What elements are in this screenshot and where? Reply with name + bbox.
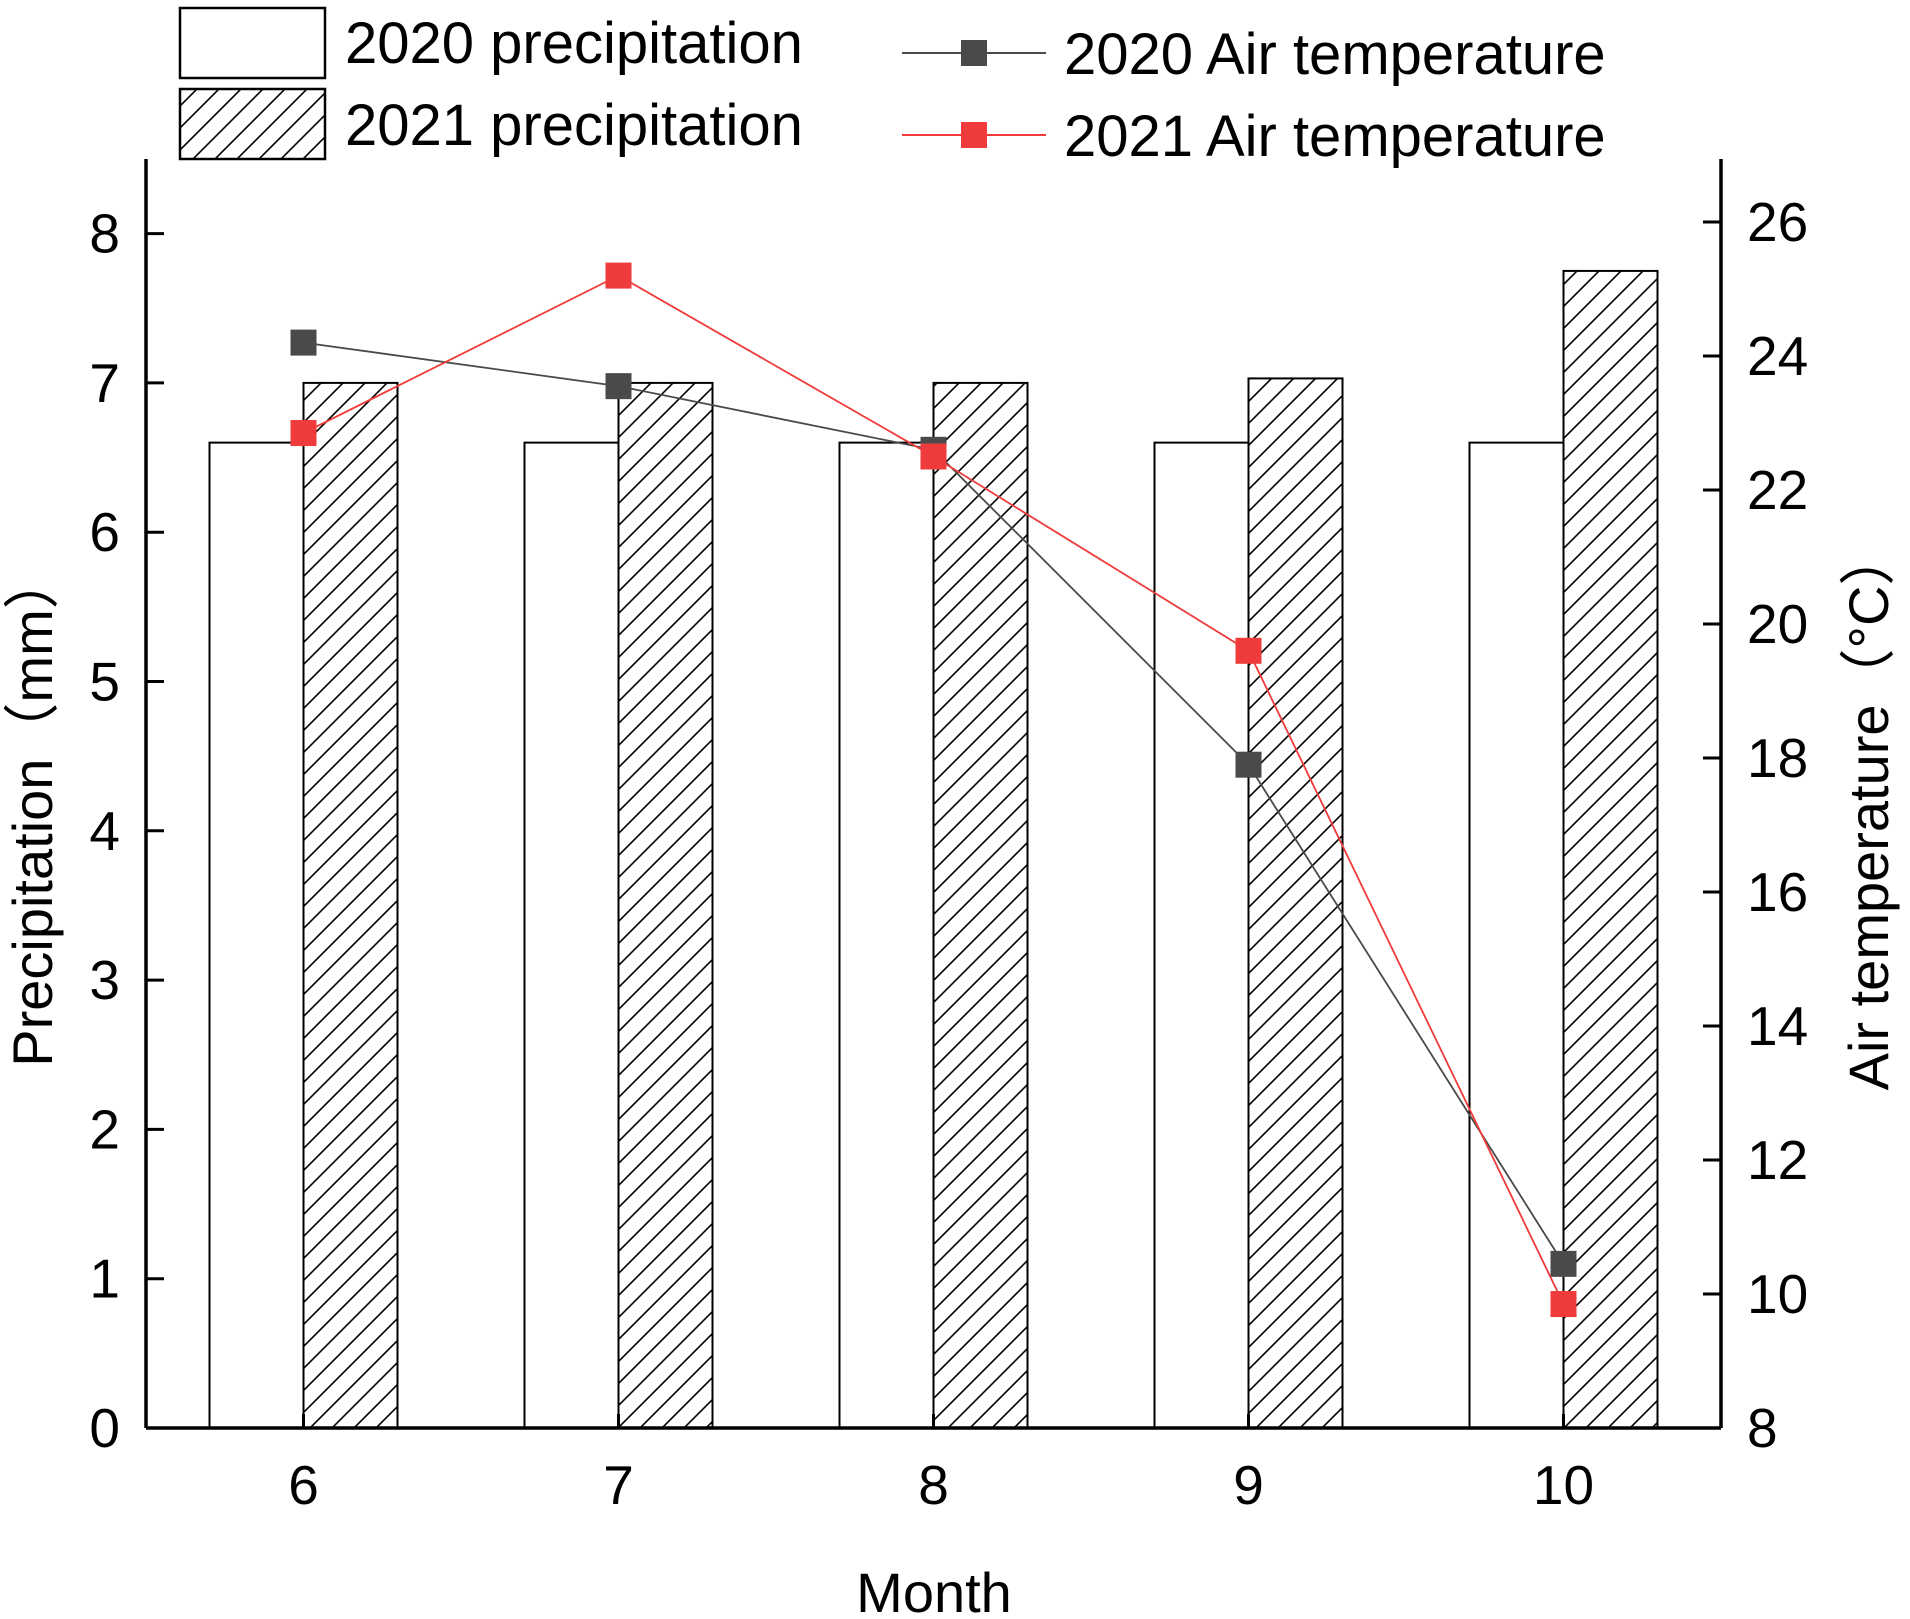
- left-tick-label-7: 7: [89, 352, 120, 414]
- bar-2020-precipitation-month-9: [1153, 441, 1250, 1429]
- bar-2021-precipitation-month-8: [932, 381, 1029, 1429]
- legend-swatch-2020-precipitation: [178, 6, 327, 80]
- bar-2020-precipitation-month-10: [1468, 441, 1565, 1429]
- bar-2020-precipitation-month-6: [208, 441, 305, 1429]
- bar-2020-precipitation-month-7: [523, 441, 620, 1429]
- bar-2021-precipitation-month-10: [1562, 269, 1659, 1429]
- right-tick-label-16: 16: [1747, 861, 1808, 923]
- x-tick-label-7: 7: [603, 1454, 634, 1516]
- marker-2021-air-temperature-month-9: [1235, 637, 1262, 664]
- left-tick-label-5: 5: [89, 651, 120, 713]
- legend-swatch-2021-precipitation: [178, 87, 327, 161]
- right-tick-label-22: 22: [1747, 459, 1808, 521]
- left-tick-label-3: 3: [89, 949, 120, 1011]
- lines-group: [290, 262, 1577, 1318]
- right-tick-label-26: 26: [1747, 191, 1808, 253]
- marker-2021-air-temperature-month-10: [1550, 1291, 1577, 1318]
- right-y-axis-title: Air temperature（°C）: [1837, 530, 1900, 1091]
- legend-label-2020-precipitation: 2020 precipitation: [345, 11, 803, 76]
- x-axis-title: Month: [856, 1561, 1012, 1619]
- legend-marker-2020-air-temperature: [961, 40, 987, 66]
- legend-label-2021-air-temperature: 2021 Air temperature: [1064, 104, 1606, 169]
- marker-2021-air-temperature-month-8: [920, 443, 947, 470]
- x-tick-label-9: 9: [1233, 1454, 1264, 1516]
- marker-2020-air-temperature-month-6: [290, 329, 317, 356]
- right-tick-label-18: 18: [1747, 727, 1808, 789]
- marker-2020-air-temperature-month-10: [1550, 1250, 1577, 1277]
- bar-2021-precipitation-month-6: [302, 381, 399, 1429]
- x-tick-label-10: 10: [1533, 1454, 1594, 1516]
- bar-2021-precipitation-month-9: [1247, 377, 1344, 1429]
- left-tick-label-2: 2: [89, 1098, 120, 1160]
- bar-2021-precipitation-month-7: [617, 381, 714, 1429]
- right-tick-label-14: 14: [1747, 995, 1808, 1057]
- marker-2021-air-temperature-month-7: [605, 262, 632, 289]
- legend: 2020 precipitation 2021 precipitation 20…: [178, 6, 1606, 169]
- left-tick-label-8: 8: [89, 203, 120, 265]
- left-y-axis-title: Precipitation（mm）: [1, 553, 64, 1066]
- left-tick-label-0: 0: [89, 1397, 120, 1459]
- x-tick-label-8: 8: [918, 1454, 949, 1516]
- right-tick-label-20: 20: [1747, 593, 1808, 655]
- legend-label-2020-air-temperature: 2020 Air temperature: [1064, 22, 1606, 87]
- left-tick-label-1: 1: [89, 1248, 120, 1310]
- legend-marker-2021-air-temperature: [961, 122, 987, 148]
- marker-2020-air-temperature-month-9: [1235, 751, 1262, 778]
- right-tick-label-24: 24: [1747, 325, 1808, 387]
- x-tick-label-6: 6: [288, 1454, 319, 1516]
- bar-2020-precipitation-month-8: [838, 441, 935, 1429]
- legend-label-2021-precipitation: 2021 precipitation: [345, 93, 803, 158]
- marker-2020-air-temperature-month-7: [605, 373, 632, 400]
- right-tick-label-10: 10: [1747, 1263, 1808, 1325]
- left-tick-label-4: 4: [89, 800, 120, 862]
- left-tick-label-6: 6: [89, 501, 120, 563]
- right-tick-label-12: 12: [1747, 1129, 1808, 1191]
- bars-group: [208, 269, 1659, 1429]
- marker-2021-air-temperature-month-6: [290, 420, 317, 447]
- right-tick-label-8: 8: [1747, 1397, 1778, 1459]
